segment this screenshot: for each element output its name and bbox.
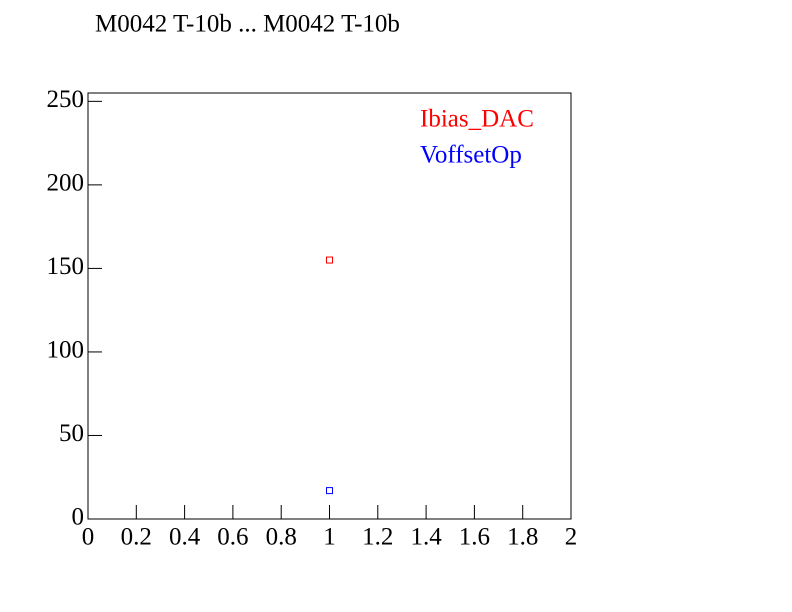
x-tick-label: 1.6 xyxy=(459,524,490,551)
marker xyxy=(326,487,333,495)
x-tick-label: 0.2 xyxy=(121,524,152,551)
chart-title: M0042 T-10b ... M0042 T-10b xyxy=(95,11,400,38)
x-tick-label: 0.6 xyxy=(217,524,248,551)
x-tick-label: 1 xyxy=(323,524,336,551)
y-tick-label: 200 xyxy=(47,170,85,197)
x-tick-label: 0 xyxy=(82,524,95,551)
y-tick-label: 150 xyxy=(47,253,85,280)
legend-entry: VoffsetOp xyxy=(420,142,522,169)
x-tick-label: 1.8 xyxy=(507,524,538,551)
marker xyxy=(326,256,333,264)
x-tick-label: 0.4 xyxy=(169,524,201,551)
x-tick-label: 2 xyxy=(565,524,578,551)
y-tick-label: 50 xyxy=(59,420,84,447)
y-tick-label: 250 xyxy=(47,86,85,113)
x-tick-label: 0.8 xyxy=(266,524,297,551)
x-tick-label: 1.2 xyxy=(362,524,393,551)
y-tick-label: 0 xyxy=(72,504,85,531)
x-tick-label: 1.4 xyxy=(410,524,442,551)
y-tick-label: 100 xyxy=(47,337,85,364)
legend-entry: Ibias_DAC xyxy=(420,106,534,133)
